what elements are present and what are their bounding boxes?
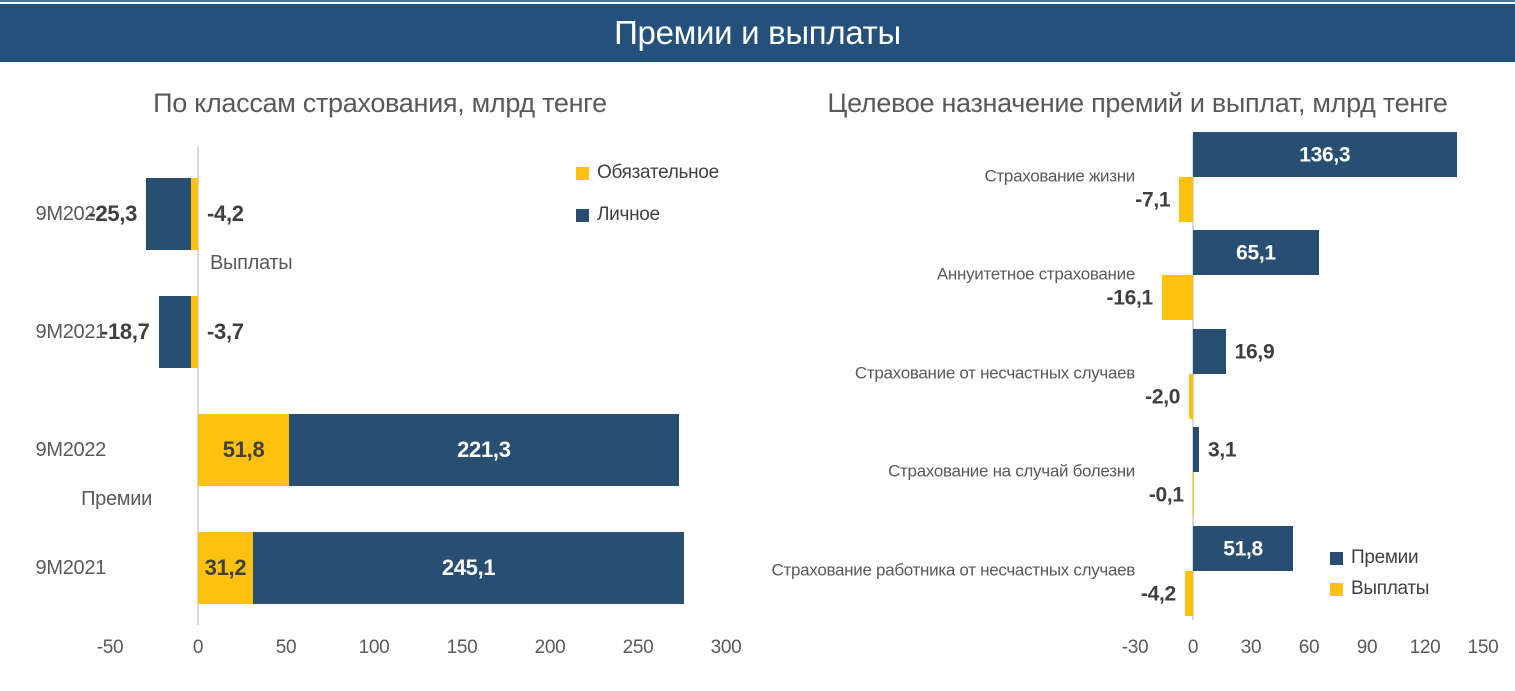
zero-axis-line <box>1192 135 1194 620</box>
bar-value-label: -16,1 <box>1106 285 1154 309</box>
x-axis-tick-label: 50 <box>275 637 297 658</box>
legend-swatch-payouts <box>1330 582 1343 596</box>
right-chart-title: Целевое назначение премий и выплат, млрд… <box>827 88 1448 118</box>
legend-swatch-premiums <box>1330 551 1343 565</box>
x-axis-tick-label: 120 <box>1409 637 1441 658</box>
period-label: 9М2022 <box>35 203 107 225</box>
premium-bar <box>1193 427 1199 472</box>
x-axis-tick-label: 0 <box>1187 637 1199 658</box>
bar-value-label: 3,1 <box>1207 437 1237 461</box>
legend-swatch-personal <box>576 208 589 222</box>
bar-segment-obligatory <box>190 178 198 250</box>
period-label: 9М2021 <box>35 557 107 579</box>
period-label: 9М2022 <box>35 439 107 461</box>
premium-bar <box>1193 132 1457 177</box>
x-axis-tick-label: 30 <box>1240 637 1262 658</box>
bar-value-label: 16,9 <box>1234 339 1275 363</box>
bar-value-label: 221,3 <box>457 436 511 462</box>
x-axis-tick-label: 250 <box>622 637 654 658</box>
bar-value-label: 51,8 <box>222 436 265 462</box>
bar-value-label: 136,3 <box>1299 142 1351 166</box>
bar-value-label: -18,7 <box>100 318 150 344</box>
chart-by-insurance-class: По классам страхования, млрд тенге -50 0 5… <box>0 62 760 691</box>
premium-bar <box>1193 526 1294 571</box>
x-axis-tick-label: 90 <box>1356 637 1378 658</box>
legend-swatch-obligatory <box>576 166 589 180</box>
x-axis-tick-label: 100 <box>358 637 390 658</box>
bar-value-label: -3,7 <box>207 318 244 344</box>
left-chart-plot: -50 0 50 100 150 200 250 300 9М2022 -4,2 -25,3 9М20… <box>0 62 760 691</box>
group-label: Премии <box>81 488 152 510</box>
legend-item: Обязательное <box>576 162 719 184</box>
bar-segment-personal <box>252 532 685 604</box>
x-axis-tick-label: 200 <box>534 637 566 658</box>
bar-value-label: 245,1 <box>441 554 496 580</box>
payout-bar <box>1184 571 1193 616</box>
premium-bar <box>1193 329 1226 374</box>
legend-item: Личное <box>576 204 719 226</box>
bar-segment-personal <box>289 414 679 486</box>
payout-bar <box>1161 275 1193 320</box>
group-label: Выплаты <box>210 252 293 274</box>
bar-value-label: -7,1 <box>1135 187 1171 211</box>
bar-segment-personal <box>158 296 192 368</box>
premium-bar <box>1193 230 1319 275</box>
zero-axis-line <box>197 147 199 625</box>
bar-value-label: 65,1 <box>1236 240 1276 264</box>
x-axis-tick-label: 300 <box>710 637 742 658</box>
bar-value-label: -0,1 <box>1148 482 1184 506</box>
bar-segment-obligatory <box>198 532 253 604</box>
bar-segment-obligatory <box>191 296 198 368</box>
category-label: Страхование от несчастных случаев <box>854 363 1135 383</box>
category-label: Страхование на случай болезни <box>888 461 1135 481</box>
legend-label: Личное <box>597 204 660 225</box>
x-axis-tick-label: -50 <box>96 637 124 658</box>
bar-value-label: -4,2 <box>1140 581 1176 605</box>
legend-item: Премии <box>1330 547 1429 569</box>
charts-container: По классам страхования, млрд тенге -50 0 5… <box>0 62 1515 691</box>
payout-bar <box>1179 177 1193 222</box>
legend-item: Выплаты <box>1330 578 1429 600</box>
category-label: Страхование жизни <box>984 166 1135 186</box>
left-chart-title: По классам страхования, млрд тенге <box>153 88 607 118</box>
bar-value-label: 51,8 <box>1223 536 1263 560</box>
x-axis-tick-label: 150 <box>446 637 478 658</box>
page-title: Премии и выплаты <box>614 14 901 51</box>
bar-value-label: -25,3 <box>88 200 138 226</box>
bar-value-label: -2,0 <box>1145 384 1181 408</box>
x-axis-tick-label: 0 <box>192 637 204 658</box>
right-chart-plot: -30 0 30 60 90 120 150 Страхование жизни 136,3 -7… <box>760 62 1515 691</box>
category-label: Аннуитетное страхование <box>936 264 1135 284</box>
x-axis-tick-label: 150 <box>1467 637 1499 658</box>
bar-value-label: 31,2 <box>204 554 247 580</box>
period-label: 9М2021 <box>35 321 107 343</box>
bar-segment-personal <box>146 178 191 250</box>
bar-segment-obligatory <box>198 414 290 486</box>
payout-bar <box>1189 374 1193 419</box>
x-axis-tick-label: -30 <box>1121 637 1149 658</box>
header-banner: Премии и выплаты <box>0 4 1515 62</box>
legend-label: Премии <box>1351 547 1419 568</box>
top-border-line <box>0 0 1515 4</box>
category-label: Страхование работника от несчастных случ… <box>771 560 1136 580</box>
chart-by-purpose: Целевое назначение премий и выплат, млрд… <box>760 62 1515 691</box>
bar-value-label: -4,2 <box>207 200 244 226</box>
right-chart-legend: Премии Выплаты <box>1330 547 1429 600</box>
x-axis-tick-label: 60 <box>1298 637 1320 658</box>
left-chart-legend: Обязательное Личное <box>576 162 719 226</box>
legend-label: Обязательное <box>597 162 719 183</box>
legend-label: Выплаты <box>1351 578 1430 599</box>
